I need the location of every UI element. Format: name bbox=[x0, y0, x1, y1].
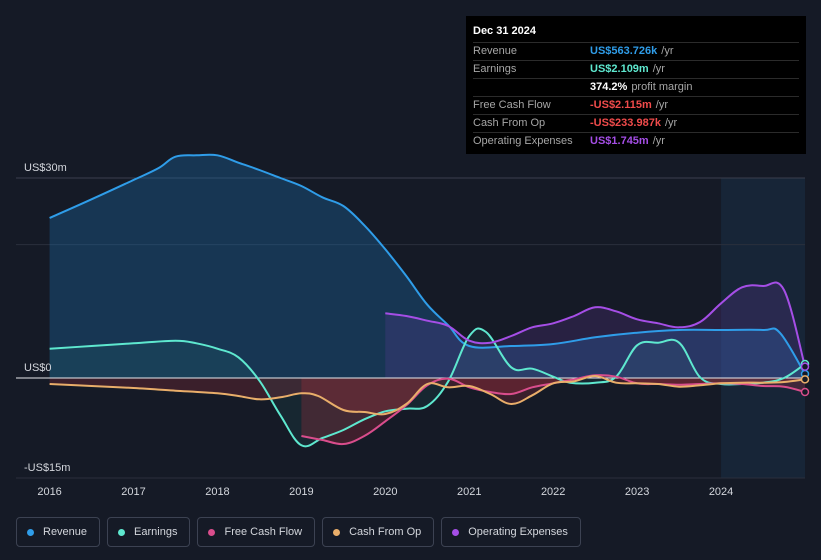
series-lines bbox=[49, 153, 806, 448]
tooltip-row-unit: /yr bbox=[655, 99, 668, 111]
tooltip-row: Revenue US$563.726k/yr bbox=[473, 43, 799, 61]
cash-from-op-end-marker bbox=[800, 375, 810, 384]
x-tick-label: 2020 bbox=[373, 486, 397, 498]
series-end-markers bbox=[800, 359, 810, 397]
tooltip-row-label: Cash From Op bbox=[473, 117, 546, 129]
tooltip-row-unit: /yr bbox=[661, 45, 674, 57]
tooltip-row: 374.2% profit margin bbox=[473, 79, 799, 97]
legend-label: Cash From Op bbox=[349, 526, 422, 538]
cash-from-op-line bbox=[49, 374, 806, 416]
legend-dot-icon bbox=[27, 528, 34, 536]
y-tick-label: US$30m bbox=[24, 162, 67, 174]
tooltip-row: Free Cash Flow -US$2.115m/yr bbox=[473, 97, 799, 115]
legend-dot-icon bbox=[118, 528, 126, 536]
legend-dot-icon bbox=[452, 528, 460, 536]
x-tick-label: 2017 bbox=[121, 486, 145, 498]
operating-expenses-line bbox=[385, 281, 806, 367]
tooltip-row-label: Operating Expenses bbox=[473, 135, 573, 147]
tooltip-row-unit: /yr bbox=[652, 135, 665, 147]
x-tick-label: 2022 bbox=[541, 486, 565, 498]
legend-label: Operating Expenses bbox=[468, 526, 568, 538]
legend-item-operating-expenses[interactable]: Operating Expenses bbox=[441, 517, 581, 547]
tooltip-row-unit: /yr bbox=[664, 117, 678, 129]
revenue-line bbox=[49, 153, 806, 375]
legend-dot-icon bbox=[333, 528, 341, 536]
earnings-line bbox=[49, 327, 806, 448]
cash-from-op-area bbox=[49, 375, 806, 415]
tooltip-row: Earnings US$2.109m/yr bbox=[473, 61, 799, 79]
x-tick-label: 2019 bbox=[289, 486, 313, 498]
legend-item-earnings[interactable]: Earnings bbox=[107, 517, 191, 547]
tooltip-row-value: -US$233.987k bbox=[590, 117, 661, 129]
operating-expenses-area bbox=[385, 282, 805, 378]
tooltip-row-value: US$1.745m bbox=[590, 135, 649, 147]
tooltip-row-label: Free Cash Flow bbox=[473, 99, 551, 111]
tooltip-row-unit: profit margin bbox=[631, 81, 693, 93]
tooltip-date: Dec 31 2024 bbox=[473, 16, 799, 43]
y-tick-label: US$0 bbox=[24, 362, 52, 374]
operating-expenses-end-marker bbox=[800, 362, 810, 371]
tooltip-row-unit: /yr bbox=[652, 63, 665, 75]
tooltip-row: Operating Expenses US$1.745m/yr bbox=[473, 133, 799, 150]
y-axis-labels: US$30m US$0 -US$15m bbox=[24, 162, 70, 474]
chart-legend: Revenue Earnings Free Cash Flow Cash From O… bbox=[16, 517, 588, 547]
x-tick-label: 2023 bbox=[625, 486, 649, 498]
tooltip-row-value: -US$2.115m bbox=[590, 99, 652, 111]
forecast-region bbox=[721, 178, 805, 478]
legend-item-cash-from-op[interactable]: Cash From Op bbox=[322, 517, 435, 547]
x-tick-label: 2024 bbox=[709, 486, 733, 498]
x-tick-label: 2018 bbox=[205, 486, 229, 498]
data-tooltip: Dec 31 2024 Revenue US$563.726k/yr Earning… bbox=[466, 16, 806, 154]
y-tick-label: -US$15m bbox=[24, 462, 70, 474]
legend-dot-icon bbox=[208, 528, 216, 536]
legend-label: Free Cash Flow bbox=[224, 526, 303, 538]
legend-item-free-cash-flow[interactable]: Free Cash Flow bbox=[197, 517, 316, 547]
x-tick-label: 2021 bbox=[457, 486, 481, 498]
legend-label: Earnings bbox=[134, 526, 178, 538]
tooltip-row-value: US$563.726k bbox=[590, 45, 658, 57]
tooltip-row-label: Earnings bbox=[473, 63, 517, 75]
legend-item-revenue[interactable]: Revenue bbox=[16, 517, 101, 547]
series-areas bbox=[49, 154, 806, 447]
tooltip-row-value: 374.2% bbox=[590, 81, 628, 93]
legend-label: Revenue bbox=[43, 526, 88, 538]
tooltip-row-label bbox=[473, 79, 590, 96]
x-axis-labels: 2016 2017 2018 2019 2020 2021 2022 2023 2024 bbox=[37, 486, 733, 498]
revenue-area bbox=[49, 154, 806, 378]
tooltip-row-label: Revenue bbox=[473, 45, 518, 57]
tooltip-row: Cash From Op -US$233.987k/yr bbox=[473, 115, 799, 133]
free-cash-flow-end-marker bbox=[800, 387, 810, 397]
tooltip-row-value: US$2.109m bbox=[590, 63, 649, 75]
x-tick-label: 2016 bbox=[37, 486, 61, 498]
